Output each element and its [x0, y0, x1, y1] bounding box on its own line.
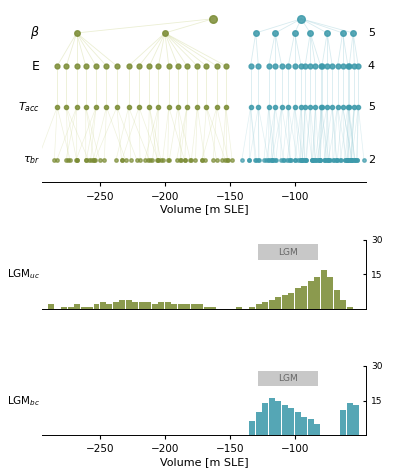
Bar — [119, 300, 126, 309]
Bar — [74, 304, 80, 309]
Text: 2: 2 — [368, 155, 375, 166]
Bar — [256, 412, 262, 435]
Bar — [301, 417, 307, 435]
Bar — [282, 295, 288, 309]
Bar — [165, 302, 171, 309]
Bar — [258, 244, 318, 260]
Bar — [106, 304, 112, 309]
X-axis label: Volume [m SLE]: Volume [m SLE] — [159, 205, 248, 214]
Bar — [295, 288, 301, 309]
Bar — [340, 300, 346, 309]
Bar — [258, 371, 318, 386]
Bar — [48, 304, 54, 309]
Bar — [184, 304, 191, 309]
Bar — [282, 405, 288, 435]
Bar — [236, 307, 242, 309]
Text: E: E — [32, 59, 40, 73]
Bar — [94, 304, 99, 309]
Text: LGM: LGM — [278, 374, 298, 383]
Bar — [334, 291, 339, 309]
Bar — [146, 302, 151, 309]
Bar — [67, 307, 74, 309]
Text: $T_{acc}$: $T_{acc}$ — [18, 100, 40, 114]
Bar — [347, 307, 353, 309]
Bar — [139, 302, 145, 309]
Text: $\beta$: $\beta$ — [30, 24, 40, 42]
Bar — [308, 281, 314, 309]
Text: 4: 4 — [368, 61, 375, 71]
Bar — [81, 307, 87, 309]
Bar — [61, 307, 67, 309]
Bar — [340, 410, 346, 435]
Bar — [347, 403, 353, 435]
Bar — [288, 408, 294, 435]
Text: 5: 5 — [368, 102, 375, 112]
Bar — [152, 304, 158, 309]
Bar — [191, 304, 197, 309]
Bar — [171, 304, 177, 309]
Bar — [249, 307, 255, 309]
Bar — [197, 304, 203, 309]
Bar — [288, 292, 294, 309]
Bar — [275, 297, 281, 309]
Bar — [327, 277, 333, 309]
Bar — [353, 405, 359, 435]
Bar — [275, 401, 281, 435]
Bar — [321, 270, 327, 309]
Bar — [314, 277, 320, 309]
Text: LGM: LGM — [278, 248, 298, 256]
Bar — [262, 403, 268, 435]
Bar — [269, 300, 275, 309]
Bar — [269, 398, 275, 435]
Bar — [113, 302, 119, 309]
Text: LGM$_{bc}$: LGM$_{bc}$ — [7, 394, 40, 408]
Bar — [87, 307, 93, 309]
Bar — [132, 302, 139, 309]
Bar — [210, 307, 216, 309]
Bar — [308, 419, 314, 435]
Bar — [178, 304, 184, 309]
Text: LGM$_{uc}$: LGM$_{uc}$ — [7, 267, 40, 281]
X-axis label: Volume [m SLE]: Volume [m SLE] — [159, 457, 248, 467]
Bar — [126, 300, 132, 309]
Text: 5: 5 — [368, 28, 375, 38]
Bar — [100, 302, 106, 309]
Bar — [314, 424, 320, 435]
Bar — [301, 286, 307, 309]
Bar — [158, 302, 164, 309]
Bar — [204, 307, 210, 309]
Bar — [249, 421, 255, 435]
Bar — [295, 412, 301, 435]
Bar — [256, 304, 262, 309]
Text: $\tau_{br}$: $\tau_{br}$ — [23, 154, 40, 166]
Bar — [262, 302, 268, 309]
